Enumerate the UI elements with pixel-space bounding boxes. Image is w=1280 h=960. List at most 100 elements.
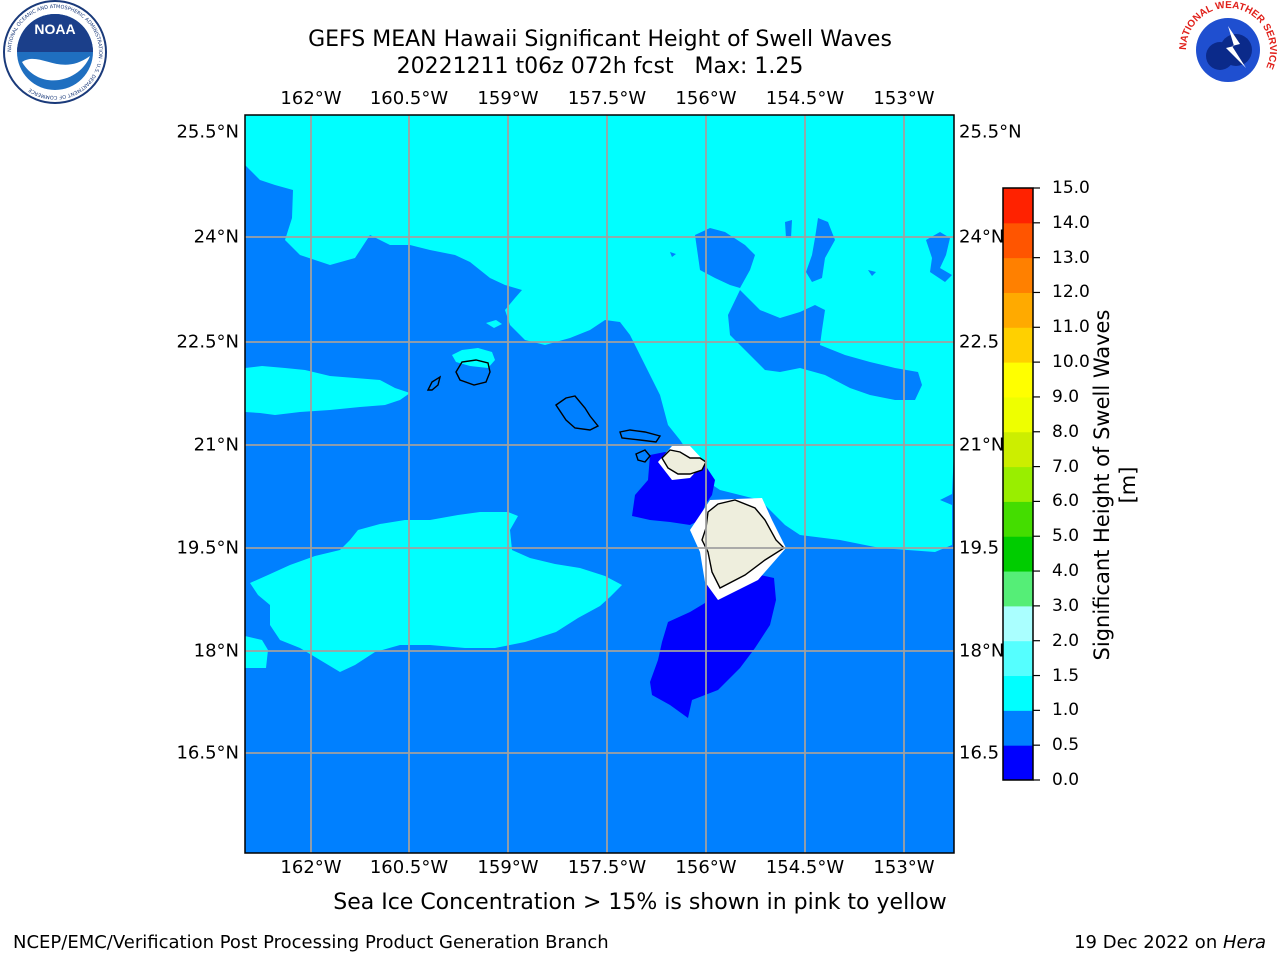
island-niihau (426, 375, 442, 391)
colorbar-label: Significant Height of Swell Waves [m] (1090, 309, 1140, 661)
colorbar-tick-11: 9.0 (1052, 386, 1080, 407)
island-kauai (455, 359, 491, 386)
lon-bot-3: 157.5°W (567, 857, 647, 878)
swell-band-0.5-1.0-speck3 (670, 252, 676, 257)
map-frame (244, 114, 955, 854)
colorbar-segment-6 (1003, 536, 1033, 572)
lat-left-3: 21°N (193, 434, 239, 456)
colorbar-tick-9: 7.0 (1052, 456, 1080, 477)
lat-right-2: 22.5 (959, 331, 1000, 353)
lat-right-0: 25.5°N (959, 121, 1022, 143)
colorbar-tick-8: 6.0 (1052, 491, 1080, 512)
lon-top-0: 162°W (280, 88, 342, 109)
colorbar-tick-12: 10.0 (1052, 352, 1090, 373)
lat-left-5: 18°N (193, 640, 239, 662)
lon-bot-1: 160.5°W (369, 857, 449, 878)
noaa-logo: NOAA NATIONAL OCEANIC AND ATMOSPHERIC AD… (3, 0, 107, 104)
lat-left-1: 24°N (193, 226, 239, 248)
islands (426, 359, 786, 589)
colorbar-segment-5 (1003, 571, 1033, 607)
colorbar-segment-8 (1003, 466, 1033, 502)
lon-bot-6: 153°W (873, 857, 935, 878)
footer-date: 19 Dec 2022 on Hera (1074, 932, 1266, 953)
lat-left-2: 22.5°N (176, 331, 239, 353)
colorbar-tick-1: 0.5 (1052, 735, 1080, 756)
swell-band-0.5-1.0-east-patch2 (728, 290, 922, 400)
colorbar-tick-7: 5.0 (1052, 526, 1080, 547)
lon-bot-2: 159°W (477, 857, 539, 878)
lat-right-6: 16.5 (959, 742, 1000, 764)
colorbar-tick-0: 0.0 (1052, 770, 1080, 790)
colorbar-segment-0 (1003, 745, 1033, 781)
lat-left-4: 19.5°N (176, 537, 239, 559)
chart-subtitle: 20221211 t06z 072h fcst Max: 1.25 (396, 54, 804, 79)
swell-band-0.5-1.0-northeast-patch (806, 218, 835, 282)
colorbar-segment-13 (1003, 292, 1033, 328)
colorbar-tick-2: 1.0 (1052, 700, 1080, 721)
colorbar-segment-16 (1003, 188, 1033, 224)
colorbar-tick-13: 11.0 (1052, 317, 1090, 338)
swell-band-0.5-1.0-east-patch (695, 228, 755, 288)
colorbar-segment-11 (1003, 362, 1033, 398)
colorbar-segment-1 (1003, 710, 1033, 746)
colorbar-segment-10 (1003, 396, 1033, 433)
colorbar-tick-16: 14.0 (1052, 212, 1090, 233)
lon-bot-4: 156°W (675, 857, 737, 878)
colorbar-tick-10: 8.0 (1052, 421, 1080, 442)
noaa-logo-text: NOAA (34, 21, 75, 37)
colorbar-tick-15: 13.0 (1052, 247, 1090, 268)
swell-band-1.0-1.5-small-patch (486, 320, 502, 328)
colorbar-tick-3: 1.5 (1052, 665, 1080, 686)
swell-band-1.0-1.5-south (250, 512, 622, 672)
chart-title: GEFS MEAN Hawaii Significant Height of S… (308, 27, 892, 52)
lat-left-6: 16.5°N (176, 742, 239, 764)
swell-band-0.5-1.0-speck2 (868, 270, 876, 276)
colorbar-segment-14 (1003, 257, 1033, 293)
footer-branch: NCEP/EMC/Verification Post Processing Pr… (13, 932, 609, 953)
swell-band-1.0-1.5-kauai-patch (452, 348, 495, 368)
lon-top-6: 153°W (873, 88, 935, 109)
lon-top-3: 157.5°W (567, 88, 647, 109)
colorbar-frame (1002, 187, 1034, 781)
colorbar-segment-4 (1003, 605, 1033, 642)
lon-bot-5: 154.5°W (765, 857, 845, 878)
colorbar-tick-4: 2.0 (1052, 630, 1080, 651)
colorbar-segment-2 (1003, 675, 1033, 711)
colorbar-tick-5: 3.0 (1052, 595, 1080, 616)
island-molokai (619, 429, 662, 443)
sea-ice-caption: Sea Ice Concentration > 15% is shown in … (333, 890, 947, 915)
footer-date-text: 19 Dec 2022 on (1074, 932, 1223, 953)
map-plot-area (245, 115, 954, 853)
nws-logo: NATIONAL WEATHER SERVICE (1178, 0, 1278, 99)
swell-band-1.0-1.5-west-strip (245, 366, 410, 415)
lon-bot-0: 162°W (280, 857, 342, 878)
colorbar-segment-15 (1003, 222, 1033, 259)
swell-band-1.0-1.5-southwest (245, 636, 268, 668)
lon-top-4: 156°W (675, 88, 737, 109)
lat-right-4: 19.5 (959, 537, 1000, 559)
colorbar-tick-6: 4.0 (1052, 561, 1080, 582)
lon-top-2: 159°W (477, 88, 539, 109)
swell-band-0.5-1.0-speck1 (785, 220, 792, 238)
swell-band-0.5-1.0-far-east-patch (926, 232, 952, 282)
island-hawaii (701, 499, 786, 589)
lat-right-3: 21°N (959, 434, 1005, 456)
lon-top-1: 160.5°W (369, 88, 449, 109)
colorbar-segment-3 (1003, 640, 1033, 677)
swell-band-1.0-1.5-north (245, 115, 954, 552)
colorbar (1003, 187, 1040, 781)
island-oahu (555, 395, 600, 431)
island-lanai (635, 449, 651, 463)
colorbar-segment-9 (1003, 431, 1033, 468)
lat-right-5: 18°N (959, 640, 1005, 662)
colorbar-tick-17: 15.0 (1052, 178, 1090, 198)
lat-left-0: 25.5°N (176, 121, 239, 143)
colorbar-segment-7 (1003, 501, 1033, 537)
colorbar-segment-12 (1003, 327, 1033, 363)
gridlines (245, 115, 954, 853)
swell-band-0.0-0.5-south (650, 575, 776, 718)
lat-right-1: 24°N (959, 226, 1005, 248)
footer-host: Hera (1222, 932, 1266, 953)
lon-top-5: 154.5°W (765, 88, 845, 109)
